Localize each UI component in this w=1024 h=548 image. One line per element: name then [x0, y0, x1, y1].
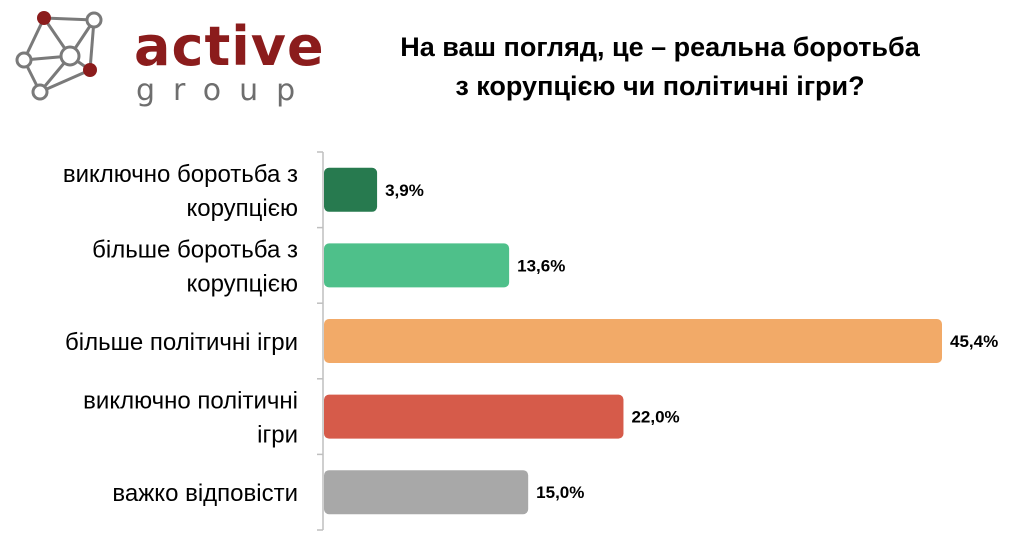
brand-name: active [134, 15, 325, 78]
category-label-line: ігри [257, 422, 298, 449]
bar [324, 394, 624, 439]
chart-title-line: з корупцією чи політичні ігри? [455, 71, 865, 101]
data-label: 22,0% [631, 408, 679, 427]
data-label: 3,9% [385, 181, 424, 200]
category-label: більше політичні ігри [65, 329, 298, 356]
network-logo-icon [15, 11, 103, 101]
category-label: важко відповісти [112, 480, 298, 507]
data-label: 15,0% [536, 483, 584, 502]
bar [324, 243, 510, 288]
logo: active group [14, 8, 324, 108]
chart-title-line: На ваш погляд, це – реальна боротьба [400, 32, 920, 62]
bar [324, 167, 378, 212]
category-label-line: виключно боротьба з [63, 161, 298, 188]
bar [324, 470, 529, 515]
category-label-line: виключно політичні [83, 388, 298, 415]
chart-title: На ваш погляд, це – реальна боротьба з к… [320, 28, 1000, 106]
category-label: більше боротьба з корупцією [92, 236, 298, 297]
category-label-line: більше боротьба з [92, 236, 298, 263]
brand-subtitle: group [136, 73, 314, 108]
category-label-line: важко відповісти [112, 480, 298, 507]
category-label-line: корупцією [186, 270, 298, 297]
category-label-line: більше політичні ігри [65, 329, 298, 356]
data-label: 13,6% [517, 256, 565, 275]
category-label-line: корупцією [186, 195, 298, 222]
category-label: виключно боротьба з корупцією [63, 161, 298, 222]
bar [324, 319, 942, 363]
data-label: 45,4% [950, 332, 998, 351]
category-label: виключно політичні ігри [83, 388, 298, 449]
